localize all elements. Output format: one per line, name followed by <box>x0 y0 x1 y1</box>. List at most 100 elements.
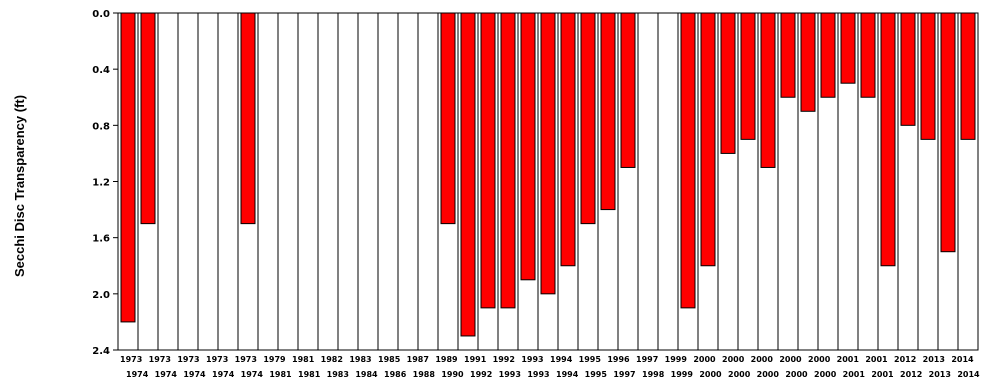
x-tick-label: 2000 <box>751 355 774 364</box>
x-tick-label: 2014 <box>957 370 980 379</box>
x-tick-label: 2001 <box>865 355 888 364</box>
x-tick-label: 2000 <box>808 355 831 364</box>
x-tick-label: 1973 <box>177 355 199 364</box>
x-tick-label: 1998 <box>642 370 665 379</box>
x-tick-label: 1997 <box>613 370 635 379</box>
bar <box>820 12 836 98</box>
x-tick-label: 1982 <box>321 355 343 364</box>
x-tick-label: 1981 <box>292 355 315 364</box>
bar <box>740 12 756 140</box>
bar <box>800 12 816 112</box>
x-tick-label: 1989 <box>435 355 458 364</box>
x-tick-label: 2001 <box>871 370 894 379</box>
bar <box>560 12 576 267</box>
x-tick-label: 1981 <box>269 370 292 379</box>
x-tick-label: 2012 <box>894 355 916 364</box>
x-tick-label: 1973 <box>206 355 228 364</box>
bar <box>760 12 776 168</box>
x-tick-label: 1973 <box>235 355 257 364</box>
x-tick-label: 1993 <box>521 355 543 364</box>
bar <box>440 12 456 225</box>
bar <box>120 12 136 323</box>
x-tick-label: 1995 <box>585 370 608 379</box>
bar <box>460 12 476 337</box>
bar <box>920 12 936 140</box>
bar <box>780 12 796 98</box>
x-tick-label: 2000 <box>728 370 751 379</box>
x-tick-label: 1973 <box>120 355 142 364</box>
x-tick-label: 1985 <box>378 355 401 364</box>
x-tick-label: 1992 <box>493 355 515 364</box>
x-tick-label: 1990 <box>441 370 464 379</box>
x-tick-label: 1992 <box>470 370 492 379</box>
bar <box>680 12 696 309</box>
y-tick-label: 2.4 <box>92 346 110 357</box>
x-tick-label: 2000 <box>814 370 837 379</box>
x-tick-label: 1973 <box>149 355 171 364</box>
x-tick-label: 1999 <box>665 355 688 364</box>
bar <box>700 12 716 267</box>
bar <box>620 12 636 168</box>
x-tick-label: 1997 <box>636 355 658 364</box>
x-tick-label: 1974 <box>212 370 235 379</box>
bar <box>240 12 256 225</box>
x-tick-label: 2000 <box>699 370 722 379</box>
y-tick-label: 0.4 <box>92 65 110 76</box>
bar <box>880 12 896 267</box>
bar <box>720 12 736 154</box>
x-tick-label: 1994 <box>556 370 579 379</box>
x-tick-label: 1994 <box>550 355 573 364</box>
x-tick-label: 1979 <box>263 355 286 364</box>
x-tick-label: 2013 <box>923 355 945 364</box>
x-tick-label: 2014 <box>951 355 974 364</box>
x-tick-label: 2013 <box>929 370 951 379</box>
y-tick-label: 1.2 <box>92 178 110 189</box>
x-tick-label: 1974 <box>241 370 264 379</box>
x-tick-label: 1988 <box>413 370 436 379</box>
bar <box>840 12 856 84</box>
x-tick-label: 2001 <box>843 370 866 379</box>
x-tick-label: 1993 <box>527 370 549 379</box>
x-tick-label: 1981 <box>298 370 321 379</box>
bar <box>140 12 156 225</box>
x-tick-label: 1999 <box>671 370 694 379</box>
bar <box>580 12 596 225</box>
x-tick-label: 1991 <box>464 355 487 364</box>
x-tick-label: 1984 <box>355 370 378 379</box>
bar <box>600 12 616 211</box>
x-tick-label: 1974 <box>155 370 178 379</box>
bar <box>900 12 916 126</box>
bar <box>860 12 876 98</box>
y-tick-label: 2.0 <box>92 290 110 301</box>
x-tick-label: 1987 <box>407 355 429 364</box>
y-tick-label: 1.6 <box>92 234 110 245</box>
x-tick-label: 1996 <box>607 355 630 364</box>
x-tick-label: 1993 <box>499 370 521 379</box>
x-tick-label: 1983 <box>349 355 371 364</box>
x-tick-label: 1983 <box>327 370 349 379</box>
bar <box>480 12 496 309</box>
x-tick-label: 1995 <box>579 355 602 364</box>
x-tick-label: 1974 <box>126 370 149 379</box>
x-tick-label: 1986 <box>384 370 407 379</box>
bar <box>500 12 516 309</box>
bar <box>540 12 556 295</box>
bar <box>960 12 976 140</box>
x-tick-label: 2000 <box>779 355 802 364</box>
x-tick-label: 2000 <box>757 370 780 379</box>
y-tick-label: 0.0 <box>92 9 110 20</box>
y-axis-label: Secchi Disc Transparency (ft) <box>12 95 27 277</box>
x-tick-label: 2000 <box>722 355 745 364</box>
bar <box>520 12 536 281</box>
x-tick-label: 2000 <box>785 370 808 379</box>
y-tick-label: 0.8 <box>92 121 110 132</box>
x-tick-label: 2012 <box>900 370 922 379</box>
x-tick-label: 2000 <box>693 355 716 364</box>
x-tick-label: 1974 <box>183 370 206 379</box>
bar <box>940 12 956 253</box>
grid-layer <box>117 12 979 351</box>
x-tick-label: 2001 <box>837 355 860 364</box>
